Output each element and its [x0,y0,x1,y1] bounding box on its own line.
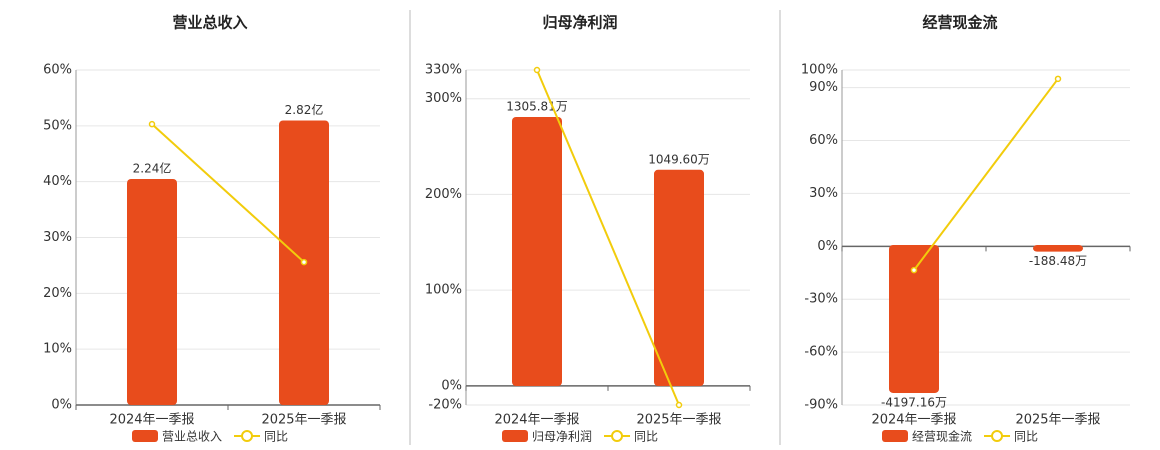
y-tick-label: 330% [425,63,462,78]
bar [127,178,177,405]
legend-label: 归母净利润 [532,430,592,444]
point [910,266,918,274]
point [675,401,683,409]
legend-label: 经营现金流 [912,429,972,444]
y-tick-label: 50% [43,118,72,133]
bar [512,117,562,387]
y-tick-label: 100% [801,63,838,78]
y-tick-label: 100% [425,283,462,298]
point [533,66,541,74]
y-tick-label: 300% [425,91,462,106]
bar [1033,244,1083,252]
chart-title: 营业总收入 [172,14,247,32]
point [300,258,308,266]
legend-label: 同比 [634,430,658,444]
y-tick-label: 20% [43,286,72,301]
legend-swatch [611,430,624,442]
y-tick-label: 0% [441,378,462,393]
legend-label: 营业总收入 [162,430,222,444]
chart-title: 归母净利润 [542,14,617,32]
y-tick-label: -30% [804,292,838,307]
y-tick-label: -20% [428,398,462,413]
value-label: -4197.16万 [881,395,947,409]
y-tick-label: 90% [809,80,838,95]
bar [654,169,704,387]
y-tick-label: -60% [804,345,838,360]
legend-swatch [241,430,254,442]
legend-swatch [991,430,1004,442]
x-tick-label: 2025年一季报 [636,413,721,428]
legend-label: 同比 [264,430,288,444]
bar [889,244,939,393]
value-label: 1049.60万 [648,152,710,166]
y-tick-label: 30% [43,230,72,245]
line [536,69,680,406]
point [148,120,156,128]
x-tick-label: 2025年一季报 [1015,413,1100,428]
legend-swatch [502,430,528,442]
y-tick-label: 60% [809,133,838,148]
y-tick-label: 30% [809,186,838,201]
legend-swatch [132,430,158,442]
legend-swatch [882,430,908,442]
y-tick-label: 40% [43,174,72,189]
x-tick-label: 2024年一季报 [871,413,956,428]
y-tick-label: 0% [51,398,72,413]
x-tick-label: 2024年一季报 [494,413,579,428]
line [913,78,1059,271]
line [151,123,305,263]
legend-label: 同比 [1014,430,1038,444]
x-tick-label: 2024年一季报 [109,413,194,428]
value-label: 2.82亿 [285,102,324,117]
y-tick-label: 0% [817,239,838,254]
x-tick-label: 2025年一季报 [261,413,346,428]
y-tick-label: -90% [804,398,838,413]
point [1054,75,1062,83]
value-label: 1305.81万 [506,100,568,114]
y-tick-label: 200% [425,187,462,202]
value-label: -188.48万 [1029,254,1087,268]
y-tick-label: 10% [43,342,72,357]
y-tick-label: 60% [43,63,72,78]
chart-title: 经营现金流 [922,14,997,32]
value-label: 2.24亿 [133,160,172,175]
